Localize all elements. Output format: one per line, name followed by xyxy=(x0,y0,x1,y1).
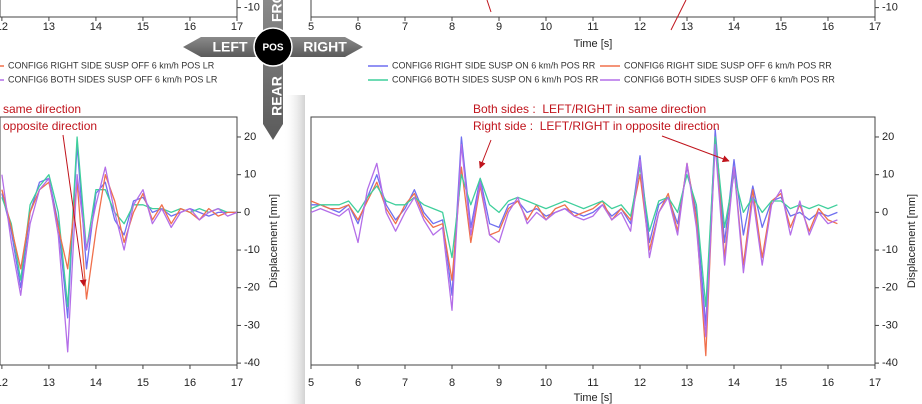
chart: 12 13 14 15 16 17-10 xyxy=(0,0,260,33)
chart: 5 6 7 8 9 10 11 12 13 14 15 16 17-40 -30 -20 -10 0 10 20 Ti… xyxy=(308,60,918,404)
y-tick-label: -10 xyxy=(244,2,260,14)
y-tick-label: -10 xyxy=(244,244,260,256)
series-line xyxy=(311,136,838,357)
y-axis-label: Displacement [mm] xyxy=(906,194,918,288)
x-tick-label: 12 xyxy=(0,377,8,389)
compass-left: LEFT xyxy=(213,39,248,55)
series-line xyxy=(311,136,838,308)
y-tick-label: -20 xyxy=(882,282,898,294)
x-tick-label: 15 xyxy=(775,21,787,33)
y-tick-label: -30 xyxy=(244,319,260,331)
annotation-arrows xyxy=(62,0,730,287)
x-tick-label: 9 xyxy=(496,377,502,389)
x-tick-label: 12 xyxy=(0,21,8,33)
x-axis-label: Time [s] xyxy=(574,392,613,404)
legend-label: CONFIG6 BOTH SIDES SUSP OFF 6 km/h POS R… xyxy=(624,74,835,84)
x-axis-label: Time [s] xyxy=(574,38,613,50)
x-tick-label: 12 xyxy=(634,21,646,33)
y-tick-label: 0 xyxy=(882,206,888,218)
y-tick-label: 20 xyxy=(882,131,894,143)
compass-right: RIGHT xyxy=(303,39,347,55)
y-tick-label: 10 xyxy=(882,169,894,181)
x-tick-label: 16 xyxy=(822,21,834,33)
x-tick-label: 16 xyxy=(184,21,196,33)
x-tick-label: 7 xyxy=(402,377,408,389)
y-tick-label: -10 xyxy=(882,2,898,14)
arrow xyxy=(670,0,687,31)
arrow xyxy=(486,0,492,13)
plot-frame xyxy=(310,116,876,366)
x-tick-label: 14 xyxy=(728,377,740,389)
x-tick-label: 10 xyxy=(540,21,552,33)
x-tick-label: 11 xyxy=(587,377,598,389)
y-tick-label: -20 xyxy=(244,282,260,294)
x-tick-label: 13 xyxy=(681,377,693,389)
chart: 12 13 14 15 16 17-40 -30 -20 -10 0 10 20 Displacemen… xyxy=(0,60,280,389)
compass-rear: REAR xyxy=(269,76,285,116)
legend-label: CONFIG6 RIGHT SIDE SUSP OFF 6 km/h POS R… xyxy=(624,60,832,70)
y-tick-label: -10 xyxy=(882,244,898,256)
legend-label: CONFIG6 BOTH SIDES SUSP OFF 6 km/h POS L… xyxy=(8,74,218,84)
x-tick-label: 15 xyxy=(137,377,149,389)
x-tick-label: 6 xyxy=(355,377,361,389)
x-tick-label: 5 xyxy=(308,377,314,389)
x-tick-label: 16 xyxy=(822,377,834,389)
y-axis-label: Displacement [mm] xyxy=(268,194,280,288)
y-tick-label: 10 xyxy=(244,169,256,181)
x-tick-label: 14 xyxy=(90,21,102,33)
x-tick-label: 9 xyxy=(496,21,502,33)
x-tick-label: 15 xyxy=(775,377,787,389)
annotation: same direction xyxy=(3,102,81,116)
compass-center xyxy=(253,27,293,67)
x-tick-label: 16 xyxy=(184,377,196,389)
legend-label: CONFIG6 BOTH SIDES SUSP ON 6 km/h POS RR xyxy=(392,74,599,84)
y-tick-label: 20 xyxy=(244,131,256,143)
y-tick-label: -30 xyxy=(882,319,898,331)
y-tick-label: -40 xyxy=(882,357,898,369)
legend-label: CONFIG6 RIGHT SIDE SUSP OFF 6 km/h POS L… xyxy=(8,60,215,70)
arrow xyxy=(62,134,87,287)
series-line xyxy=(1,174,237,300)
series-line xyxy=(1,166,237,353)
x-tick-label: 13 xyxy=(43,21,55,33)
x-tick-label: 8 xyxy=(449,21,455,33)
arrow xyxy=(479,139,492,169)
series-line xyxy=(311,143,838,338)
annotation: Both sides : LEFT/RIGHT in same directio… xyxy=(473,102,706,116)
x-tick-label: 12 xyxy=(634,377,646,389)
y-tick-label: -40 xyxy=(244,357,260,369)
x-tick-label: 8 xyxy=(449,377,455,389)
plot-frame xyxy=(0,116,238,366)
x-tick-label: 11 xyxy=(587,21,598,33)
x-tick-label: 13 xyxy=(43,377,55,389)
plot-frame xyxy=(310,0,876,18)
legend-label: CONFIG6 RIGHT SIDE SUSP ON 6 km/h POS RR xyxy=(392,60,596,70)
x-tick-label: 17 xyxy=(231,21,243,33)
x-tick-label: 17 xyxy=(869,21,881,33)
x-tick-label: 7 xyxy=(402,21,408,33)
y-tick-label: 0 xyxy=(244,206,250,218)
series-line xyxy=(1,136,237,308)
annotation: opposite direction xyxy=(3,119,97,133)
annotation: Right side : LEFT/RIGHT in opposite dire… xyxy=(473,119,720,133)
panel-shadow xyxy=(283,95,305,404)
compass-pos: POS xyxy=(262,43,283,54)
series-line xyxy=(1,143,237,319)
x-tick-label: 15 xyxy=(137,21,149,33)
x-tick-label: 13 xyxy=(681,21,693,33)
x-tick-label: 17 xyxy=(231,377,243,389)
x-tick-label: 14 xyxy=(728,21,740,33)
x-tick-label: 10 xyxy=(540,377,552,389)
x-tick-label: 14 xyxy=(90,377,102,389)
compass-front: FRONT xyxy=(269,0,285,22)
arrow xyxy=(661,135,730,163)
x-tick-label: 6 xyxy=(355,21,361,33)
x-tick-label: 5 xyxy=(308,21,314,33)
compass: LEFT RIGHT POS REAR FRONT xyxy=(183,0,363,140)
plot-frame xyxy=(0,0,238,18)
x-tick-label: 17 xyxy=(869,377,881,389)
chart: 5 6 7 8 9 10 11 12 13 14 15 16 17-10 Time [s] xyxy=(308,0,898,50)
